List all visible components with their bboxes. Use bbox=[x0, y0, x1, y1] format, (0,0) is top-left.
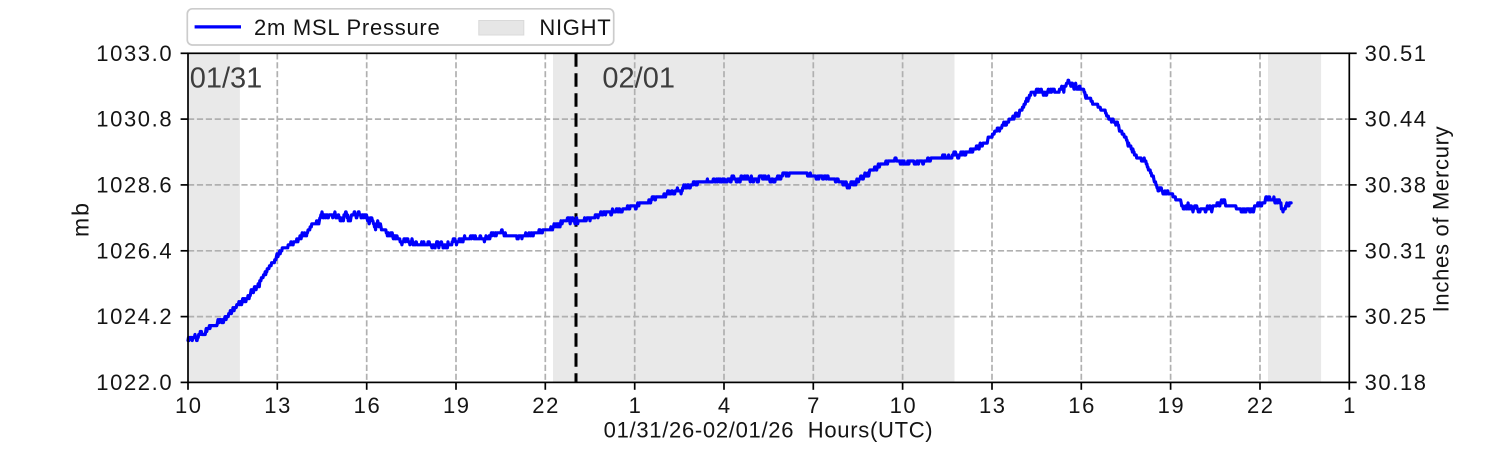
svg-text:1026.4: 1026.4 bbox=[96, 238, 173, 263]
svg-text:NIGHT: NIGHT bbox=[539, 15, 611, 40]
svg-text:22: 22 bbox=[1247, 393, 1275, 418]
svg-text:30.31: 30.31 bbox=[1365, 238, 1428, 263]
svg-text:13: 13 bbox=[264, 393, 292, 418]
svg-text:30.38: 30.38 bbox=[1365, 173, 1428, 198]
svg-text:01/31: 01/31 bbox=[190, 62, 263, 94]
svg-text:mb: mb bbox=[68, 201, 94, 237]
svg-text:1030.8: 1030.8 bbox=[96, 107, 173, 132]
svg-text:02/01: 02/01 bbox=[602, 62, 675, 94]
svg-text:1022.0: 1022.0 bbox=[96, 370, 173, 395]
svg-text:10: 10 bbox=[890, 393, 918, 418]
svg-text:1: 1 bbox=[1343, 393, 1357, 418]
svg-text:30.18: 30.18 bbox=[1365, 370, 1428, 395]
svg-text:1028.6: 1028.6 bbox=[96, 173, 173, 198]
svg-text:13: 13 bbox=[979, 393, 1007, 418]
svg-text:1: 1 bbox=[629, 393, 643, 418]
svg-text:2m MSL Pressure: 2m MSL Pressure bbox=[254, 15, 441, 40]
svg-text:30.51: 30.51 bbox=[1365, 41, 1428, 66]
svg-text:4: 4 bbox=[718, 393, 732, 418]
svg-text:16: 16 bbox=[354, 393, 382, 418]
svg-text:30.44: 30.44 bbox=[1365, 107, 1428, 132]
svg-text:19: 19 bbox=[443, 393, 471, 418]
svg-text:Inches of Mercury: Inches of Mercury bbox=[1429, 126, 1454, 313]
svg-text:1024.2: 1024.2 bbox=[96, 304, 173, 329]
svg-text:22: 22 bbox=[532, 393, 560, 418]
svg-text:16: 16 bbox=[1068, 393, 1096, 418]
svg-text:30.25: 30.25 bbox=[1365, 304, 1428, 329]
svg-text:10: 10 bbox=[175, 393, 203, 418]
svg-text:19: 19 bbox=[1158, 393, 1186, 418]
svg-text:01/31/26-02/01/26 Hours(UTC): 01/31/26-02/01/26 Hours(UTC) bbox=[604, 418, 934, 443]
svg-text:7: 7 bbox=[807, 393, 821, 418]
svg-text:1033.0: 1033.0 bbox=[96, 41, 173, 66]
